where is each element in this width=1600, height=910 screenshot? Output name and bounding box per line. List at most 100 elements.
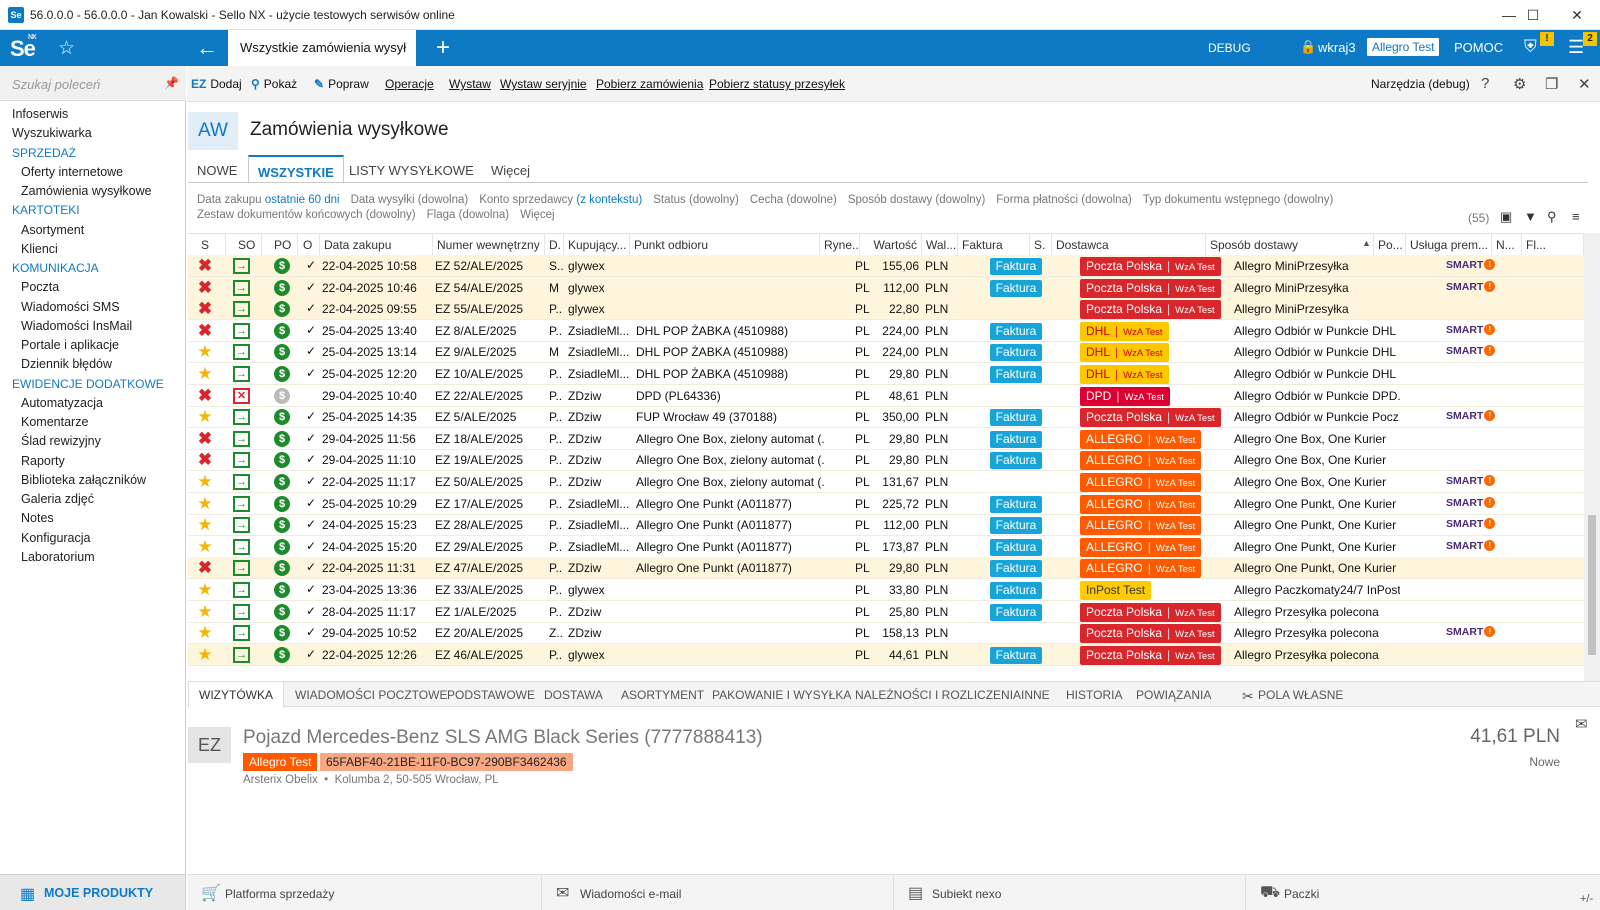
table-row[interactable]: ★ → $ ✓ 23-04-2025 13:36 EZ 33/ALE/2025 P.. gly… — [188, 579, 1584, 601]
filter-item[interactable]: Zestaw dokumentów końcowych (dowolny) — [197, 209, 416, 221]
column-header[interactable]: Usługa prem... — [1406, 233, 1492, 255]
invoice-badge[interactable]: Faktura — [990, 495, 1042, 513]
table-row[interactable]: ★ → $ ✓ 25-04-2025 12:20 EZ 10/ALE/2025 P.. Zsi… — [188, 363, 1584, 385]
hamburger-menu-icon[interactable]: ☰ — [1568, 37, 1585, 57]
invoice-badge[interactable]: Faktura — [990, 517, 1042, 535]
pin-icon[interactable]: 📌 — [164, 76, 179, 90]
window-restore-icon[interactable]: ❐ — [1545, 76, 1559, 93]
tab-wiecej[interactable]: Więcej — [491, 163, 531, 178]
new-tab-plus-icon[interactable]: + — [436, 34, 451, 61]
add-button[interactable]: EZ Dodaj — [191, 77, 242, 91]
sidebar-item[interactable]: Asortyment — [21, 222, 85, 237]
sidebar-item[interactable]: Zamówienia wysyłkowe — [21, 184, 152, 198]
show-button[interactable]: ⚲ Pokaż — [251, 77, 297, 91]
search-input[interactable]: Szukaj poleceń — [12, 77, 101, 92]
gear-icon[interactable]: ⚙ — [1513, 76, 1527, 93]
column-header[interactable]: Faktura — [958, 233, 1030, 255]
sidebar-item[interactable]: Laboratorium — [21, 549, 95, 564]
paperclip-icon[interactable]: ✂ — [1242, 688, 1254, 704]
sidebar-item[interactable]: Konfiguracja — [21, 530, 91, 545]
invoice-badge[interactable]: Faktura — [990, 560, 1042, 578]
invoice-badge[interactable]: Faktura — [990, 646, 1042, 664]
search-icon[interactable]: ⚲ — [1547, 209, 1557, 224]
help-question-icon[interactable]: ? — [1481, 75, 1490, 92]
detail-tab[interactable]: PAKOWANIE I WYSYŁKA — [712, 688, 852, 702]
menu-lines-icon[interactable]: ≡ — [1572, 209, 1580, 224]
detail-tab[interactable]: INNE — [1021, 688, 1050, 702]
invoice-badge[interactable]: Faktura — [990, 430, 1042, 448]
column-header[interactable]: S — [188, 233, 226, 255]
filter-item[interactable]: Cecha (dowolne) — [750, 194, 837, 206]
column-header[interactable]: SO — [226, 233, 262, 255]
table-row[interactable]: ★ → $ ✓ 22-04-2025 11:17 EZ 50/ALE/2025 P.. ZDz… — [188, 471, 1584, 493]
detail-tab[interactable]: ASORTYMENT — [621, 688, 705, 702]
column-header[interactable]: PO — [262, 233, 298, 255]
column-header[interactable]: S. — [1030, 233, 1052, 255]
footer-email[interactable]: ✉ Wiadomości e-mail — [542, 875, 894, 910]
column-header[interactable]: D. — [545, 233, 564, 255]
sidebar-item[interactable]: Ślad rewizyjny — [21, 434, 101, 449]
back-arrow-icon[interactable]: ← — [196, 35, 218, 60]
sidebar-item[interactable]: Infoserwis — [12, 107, 69, 121]
sidebar-item[interactable]: Automatyzacja — [21, 395, 103, 410]
column-header[interactable]: Punkt odbioru — [630, 233, 820, 255]
table-row[interactable]: ★ → $ ✓ 22-04-2025 12:26 EZ 46/ALE/2025 P.. gly… — [188, 643, 1584, 666]
column-header[interactable]: Sposób dostawy — [1206, 233, 1374, 255]
footer-sales-platform[interactable]: 🛒 Platforma sprzedaży — [187, 875, 542, 910]
detail-tab[interactable]: NALEŻNOŚCI I ROZLICZENIA — [855, 688, 1022, 702]
column-header[interactable]: Ryne... — [820, 233, 860, 255]
user-name[interactable]: wkraj3 — [1318, 40, 1356, 55]
app-mark[interactable]: Se NX — [10, 34, 37, 61]
sidebar-item[interactable]: Poczta — [21, 280, 60, 295]
table-row[interactable]: ★ → $ ✓ 25-04-2025 13:14 EZ 9/ALE/2025 M Zsiadl… — [188, 341, 1584, 364]
my-products-button[interactable]: ▦ MOJE PRODUKTY — [0, 874, 186, 910]
sidebar-item[interactable]: Raporty — [21, 453, 65, 468]
tab-nowe[interactable]: NOWE — [197, 163, 238, 178]
table-row[interactable]: ✖ → $ ✓ 22-04-2025 10:58 EZ 52/ALE/2025 S.. gly… — [188, 255, 1584, 277]
detail-tab[interactable]: WIZYTÓWKA — [188, 682, 284, 708]
sidebar-item[interactable]: Dziennik błędów — [21, 357, 113, 372]
detail-tab[interactable]: DOSTAWA — [544, 688, 603, 702]
filter-item[interactable]: Typ dokumentu wstępnego (dowolny) — [1143, 194, 1334, 206]
active-document-tab[interactable]: Wszystkie zamówienia wysył — [228, 30, 416, 66]
chat-icon[interactable]: ✉ — [1575, 716, 1588, 733]
table-row[interactable]: ✖ ✕ $29-04-2025 10:40 EZ 22/ALE/2025 P.. ZDzi… — [188, 385, 1584, 407]
invoice-badge[interactable]: Faktura — [990, 603, 1042, 621]
filter-item[interactable]: Więcej — [520, 209, 555, 221]
table-row[interactable]: ★ → $ ✓ 28-04-2025 11:17 EZ 1/ALE/2025 P.. ZDzi… — [188, 601, 1584, 623]
column-header[interactable]: Numer wewnętrzny — [433, 233, 545, 255]
sidebar-item[interactable]: Wiadomości SMS — [21, 299, 120, 314]
column-header[interactable]: Kupujący... — [564, 233, 630, 255]
filter-item[interactable]: Sposób dostawy (dowolny) — [848, 194, 985, 206]
sidebar-item[interactable]: Galeria zdjęć — [21, 492, 94, 506]
invoice-badge[interactable]: Faktura — [990, 582, 1042, 599]
invoice-badge[interactable]: Faktura — [990, 258, 1042, 275]
sidebar-item[interactable]: Wyszukiwarka — [12, 126, 92, 141]
fix-button[interactable]: ✎ Popraw — [314, 77, 369, 91]
issue-button[interactable]: Wystaw — [449, 77, 491, 91]
filter-item[interactable]: Forma płatności (dowolna) — [996, 194, 1132, 206]
sidebar-item[interactable]: Wiadomości InsMail — [21, 318, 133, 333]
sidebar-item[interactable]: Biblioteka załączników — [21, 472, 147, 487]
shield-icon[interactable]: ⛨ — [1524, 37, 1537, 56]
column-header[interactable]: Dostawca — [1052, 233, 1206, 255]
filter-item[interactable]: Status (dowolny) — [653, 194, 739, 206]
tab-listy-wysylkowe[interactable]: LISTY WYSYŁKOWE — [349, 163, 474, 178]
filter-item[interactable]: Data zakupu ostatnie 60 dni — [197, 194, 340, 206]
table-row[interactable]: ✖ → $ ✓ 29-04-2025 11:56 EZ 18/ALE/2025 P.. ZDz… — [188, 428, 1584, 450]
column-header[interactable]: Wartość — [860, 233, 922, 255]
footer-subiekt[interactable]: ▤ Subiekt nexo — [894, 875, 1246, 910]
tab-wszystkie[interactable]: WSZYSTKIE — [248, 155, 344, 183]
table-row[interactable]: ★ → $ ✓ 25-04-2025 14:35 EZ 5/ALE/2025 P.. ZDzi… — [188, 406, 1584, 429]
invoice-badge[interactable]: Faktura — [990, 366, 1042, 383]
fetch-status-button[interactable]: Pobierz statusy przesyłek — [709, 77, 845, 91]
table-row[interactable]: ✖ → $ ✓ 25-04-2025 13:40 EZ 8/ALE/2025 P.. Zsia… — [188, 320, 1584, 342]
table-row[interactable]: ★ → $ ✓ 24-04-2025 15:20 EZ 29/ALE/2025 P.. Zsi… — [188, 536, 1584, 558]
grid-scrollbar[interactable] — [1584, 233, 1600, 681]
invoice-badge[interactable]: Faktura — [990, 452, 1042, 470]
close-window-icon[interactable]: ✕ — [1571, 7, 1583, 23]
detail-tab[interactable]: POLA WŁASNE — [1258, 688, 1344, 702]
table-row[interactable]: ✖ → $ ✓ 22-04-2025 09:55 EZ 55/ALE/2025 P.. gly… — [188, 298, 1584, 321]
detail-tab[interactable]: POWIĄZANIA — [1136, 688, 1212, 702]
